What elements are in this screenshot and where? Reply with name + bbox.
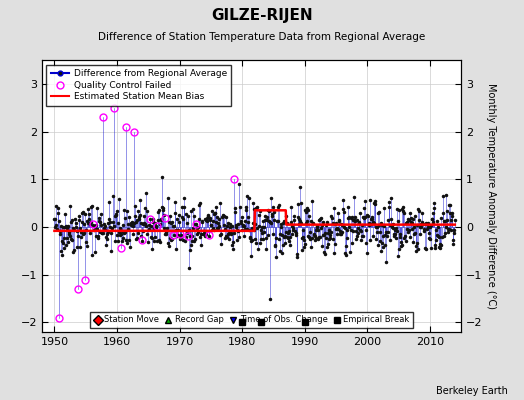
Legend: Station Move, Record Gap, Time of Obs. Change, Empirical Break: Station Move, Record Gap, Time of Obs. C… [90,312,413,328]
Y-axis label: Monthly Temperature Anomaly Difference (°C): Monthly Temperature Anomaly Difference (… [486,83,496,309]
Text: Difference of Station Temperature Data from Regional Average: Difference of Station Temperature Data f… [99,32,425,42]
Text: Berkeley Earth: Berkeley Earth [436,386,508,396]
Text: GILZE-RIJEN: GILZE-RIJEN [211,8,313,23]
